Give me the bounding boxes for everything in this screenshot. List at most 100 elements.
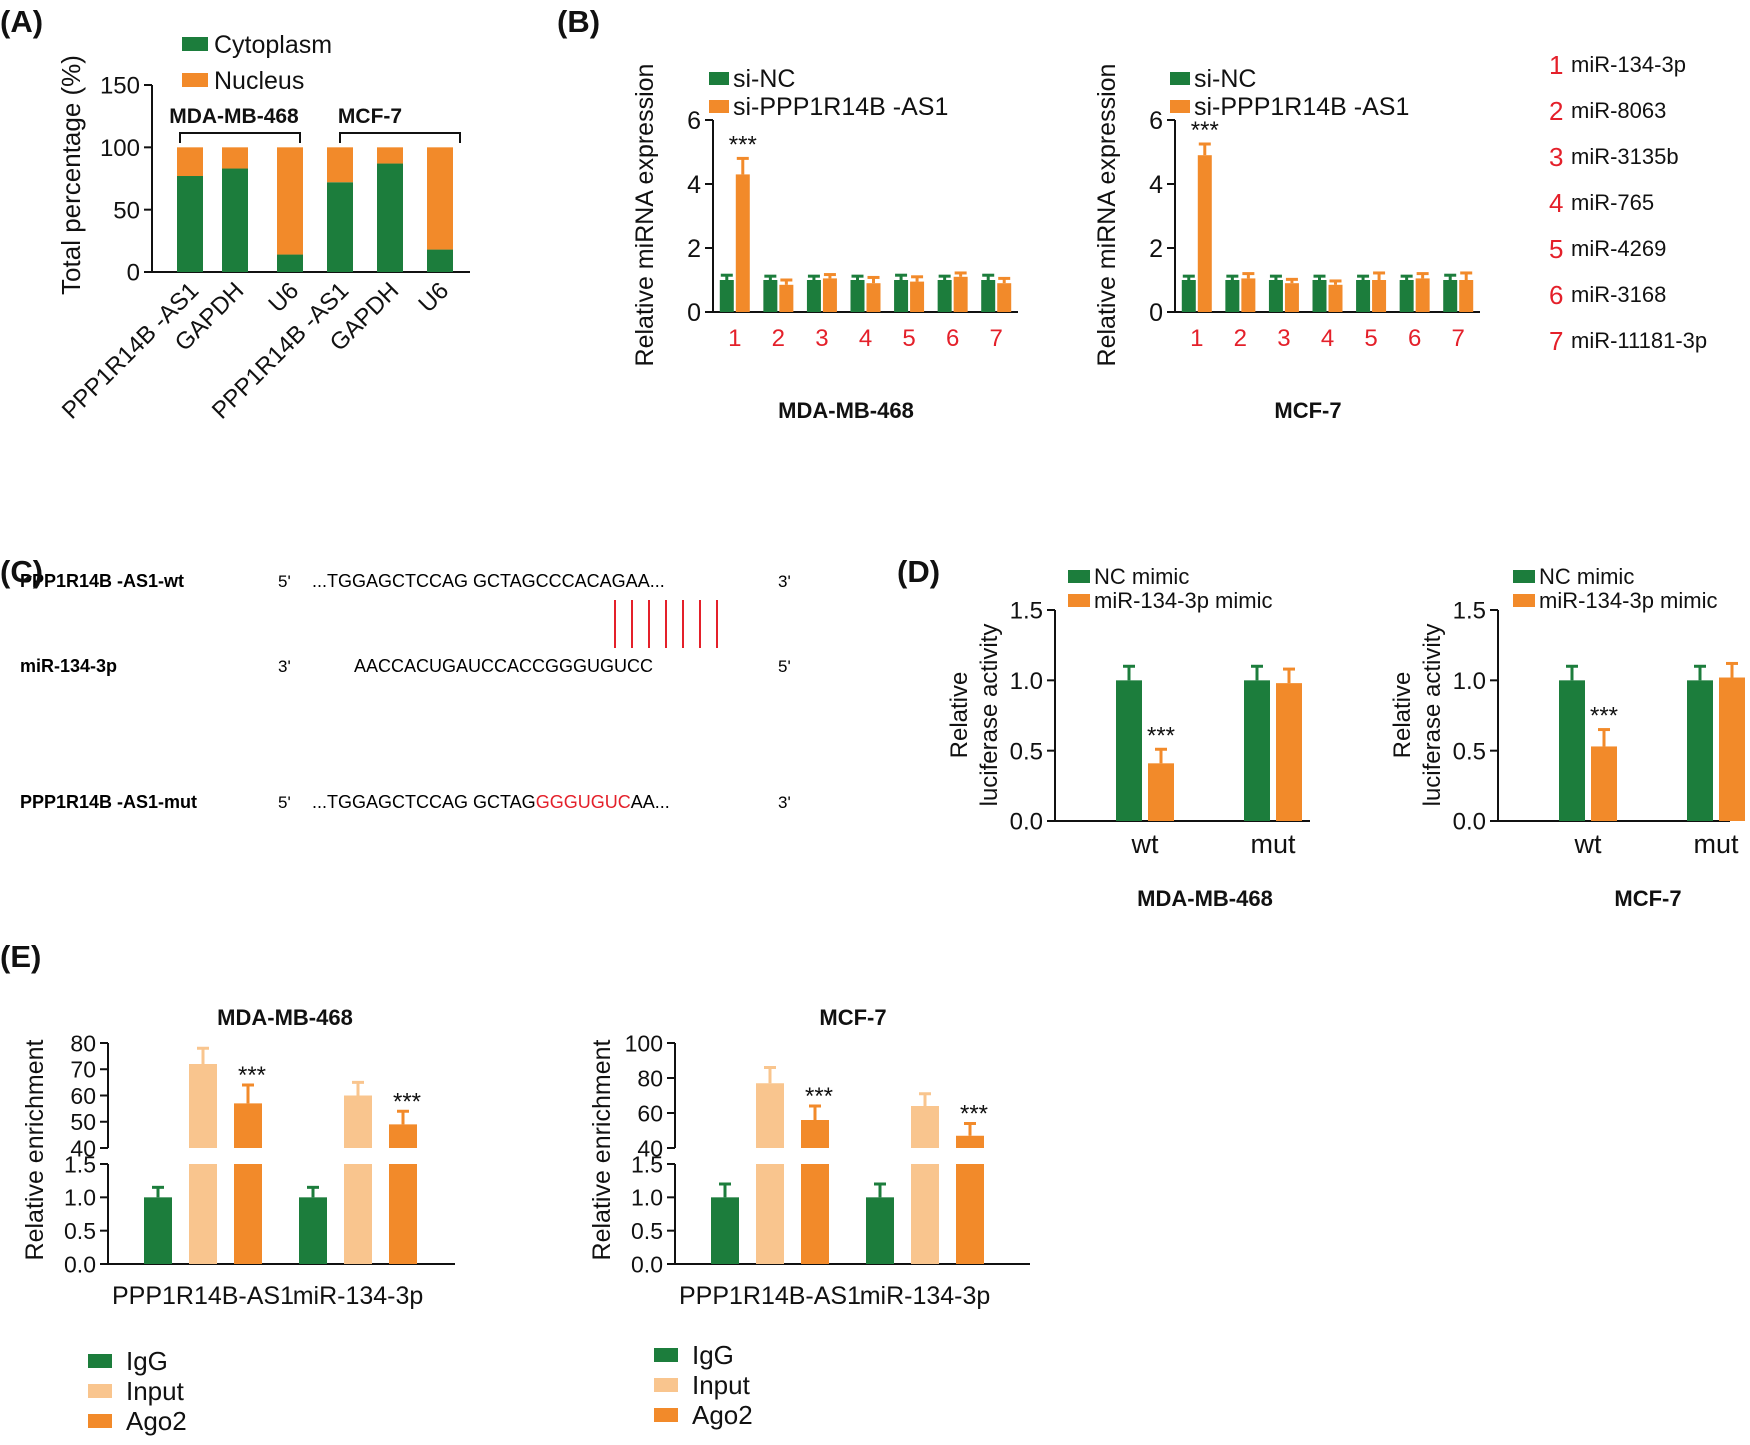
a-bar-cytoplasm bbox=[377, 163, 403, 272]
d-y-axis-tick-label: 1.0 bbox=[1453, 668, 1486, 695]
e-bar-ago2-upper bbox=[234, 1103, 262, 1148]
a-legend-label: Cytoplasm bbox=[214, 31, 332, 59]
panel-label: (B) bbox=[557, 4, 600, 39]
a-group-label: MCF-7 bbox=[338, 105, 402, 128]
d-y-axis-tick-label: 0.5 bbox=[1453, 738, 1486, 765]
mirna-key-name: miR-8063 bbox=[1571, 98, 1666, 123]
a-bar-nucleus bbox=[427, 147, 453, 250]
e-upper-y-axis-tick-label: 100 bbox=[625, 1030, 663, 1056]
panel-b-mda: 0 2 4 6 Relative miRNA expression 1 2 3 4 5 6 7 *** M… bbox=[631, 64, 1018, 423]
b-y-axis-tick-label: 0 bbox=[687, 299, 701, 327]
b-bar-si-nc bbox=[1312, 280, 1327, 312]
e-legend-swatch bbox=[654, 1378, 678, 1392]
seq-row-end3-wt: 3' bbox=[778, 572, 791, 591]
seq-row-label-mirna: miR-134-3p bbox=[20, 656, 117, 676]
a-y-axis-tick-label: 0 bbox=[127, 260, 140, 287]
b-bar-si-ppp1r14b-as1 bbox=[953, 276, 968, 312]
d-legend-label: NC mimic bbox=[1539, 564, 1634, 589]
e-lower-y-axis-tick-label: 0.5 bbox=[64, 1218, 96, 1244]
b-legend-swatch bbox=[709, 72, 729, 85]
e-legend-label: IgG bbox=[126, 1346, 168, 1376]
d-y-axis-title-line2: luciferase activity bbox=[976, 624, 1003, 807]
mirna-key-name: miR-134-3p bbox=[1571, 52, 1686, 77]
a-legend-swatch bbox=[182, 37, 208, 51]
b-legend-label: si-NC bbox=[733, 65, 796, 93]
a-group-bracket bbox=[339, 132, 461, 143]
e-upper-y-axis-tick-label: 60 bbox=[637, 1100, 663, 1126]
e-y-axis-title: Relative enrichment bbox=[21, 1039, 49, 1260]
d-bar-nc-mimic bbox=[1244, 680, 1270, 821]
pairing-lines bbox=[614, 600, 718, 648]
d-legend-label: NC mimic bbox=[1094, 564, 1189, 589]
e-lower-y-axis-tick-label: 1.0 bbox=[631, 1185, 663, 1211]
d-bar-nc-mimic bbox=[1559, 680, 1585, 821]
e-x-tick-label: PPP1R14B-AS1 bbox=[112, 1282, 294, 1310]
e-y-axis-title: Relative enrichment bbox=[588, 1039, 616, 1260]
e-x-tick-label: PPP1R14B-AS1 bbox=[679, 1282, 861, 1310]
e-bar-input-lower bbox=[344, 1164, 372, 1264]
d-legend-swatch bbox=[1513, 594, 1535, 607]
e-bar-input-upper bbox=[756, 1083, 784, 1148]
e-bar-igg bbox=[711, 1197, 739, 1264]
mirna-key-number: 1 bbox=[1549, 50, 1563, 80]
e-legend-swatch bbox=[88, 1384, 112, 1398]
e-x-tick-label: miR-134-3p bbox=[860, 1282, 991, 1310]
a-y-axis-tick-label: 50 bbox=[113, 197, 140, 224]
panel-labels: (A) (B) (C) (D) (E) bbox=[0, 4, 940, 974]
d-y-axis-title-line1: Relative bbox=[1389, 672, 1416, 759]
d-bar-mir-134-3p-mimic bbox=[1591, 746, 1617, 821]
b-x-tick-label: 2 bbox=[1234, 325, 1247, 352]
b-bar-si-ppp1r14b-as1 bbox=[822, 278, 837, 312]
mirna-key-number: 5 bbox=[1549, 234, 1563, 264]
b-x-tick-label: 5 bbox=[1364, 325, 1377, 352]
b-bar-si-ppp1r14b-as1 bbox=[997, 283, 1012, 312]
a-legend-label: Nucleus bbox=[214, 67, 304, 95]
e-bar-input-lower bbox=[911, 1164, 939, 1264]
a-y-axis-title: Total percentage (%) bbox=[56, 55, 86, 295]
d-y-axis-title-line1: Relative bbox=[946, 672, 973, 759]
a-group-bracket bbox=[179, 132, 301, 143]
d-y-axis-title-line2: luciferase activity bbox=[1419, 624, 1446, 807]
d-y-axis-tick-label: 1.0 bbox=[1010, 668, 1043, 695]
panel-d-mcf7: 0.0 0.5 1.0 1.5 Relative luciferase activity w… bbox=[1389, 564, 1745, 911]
b-bar-si-nc bbox=[850, 280, 865, 312]
e-bar-ago2-upper bbox=[801, 1120, 829, 1148]
d-y-axis-tick-label: 1.5 bbox=[1010, 598, 1043, 625]
b-x-tick-label: 3 bbox=[1277, 325, 1290, 352]
mirna-key-number: 3 bbox=[1549, 142, 1563, 172]
e-significance: *** bbox=[393, 1088, 421, 1115]
a-bar-cytoplasm bbox=[327, 182, 353, 272]
b-legend-swatch bbox=[1170, 72, 1190, 85]
e-bar-ago2-upper bbox=[956, 1135, 984, 1148]
e-bar-ago2-lower bbox=[956, 1164, 984, 1264]
e-significance: *** bbox=[238, 1062, 266, 1089]
seq-mut-red: GGGUGUC bbox=[536, 792, 631, 812]
mirna-key-name: miR-3135b bbox=[1571, 144, 1679, 169]
b-y-axis-title: Relative miRNA expression bbox=[1093, 64, 1121, 367]
e-upper-y-axis-tick-label: 80 bbox=[70, 1030, 96, 1056]
b-y-axis-tick-label: 4 bbox=[687, 171, 701, 199]
a-bar-cytoplasm bbox=[277, 254, 303, 272]
e-bar-igg bbox=[299, 1197, 327, 1264]
e-bar-input-upper bbox=[344, 1095, 372, 1148]
b-x-tick-label: 4 bbox=[859, 325, 872, 352]
b-bar-si-ppp1r14b-as1 bbox=[1372, 280, 1387, 312]
seq-row-end3-mirna: 5' bbox=[778, 657, 791, 676]
b-x-axis-title: MCF-7 bbox=[1274, 398, 1341, 423]
e-upper-y-axis-tick-label: 70 bbox=[70, 1057, 96, 1083]
b-bar-si-nc bbox=[937, 280, 952, 312]
b-significance: *** bbox=[729, 131, 757, 158]
e-legend-swatch bbox=[654, 1348, 678, 1362]
d-significance: *** bbox=[1147, 722, 1175, 749]
seq-row-end5-mirna: 3' bbox=[278, 657, 291, 676]
a-x-tick-label: U6 bbox=[413, 277, 454, 318]
b-legend-label: si-NC bbox=[1194, 65, 1257, 93]
d-x-tick-label: mut bbox=[1693, 829, 1739, 859]
a-y-axis-tick-label: 100 bbox=[100, 135, 140, 162]
d-legend-swatch bbox=[1068, 570, 1090, 583]
seq-row-seq-mirna: AACCACUGAUCCACCGGGUGUCC bbox=[354, 656, 653, 676]
panel-b-mcf7: 0 2 4 6 Relative miRNA expression 1 2 3 4 5 6 7 *** M… bbox=[1093, 64, 1480, 423]
d-bar-nc-mimic bbox=[1116, 680, 1142, 821]
b-y-axis-title: Relative miRNA expression bbox=[631, 64, 659, 367]
b-bar-si-nc bbox=[894, 280, 909, 312]
